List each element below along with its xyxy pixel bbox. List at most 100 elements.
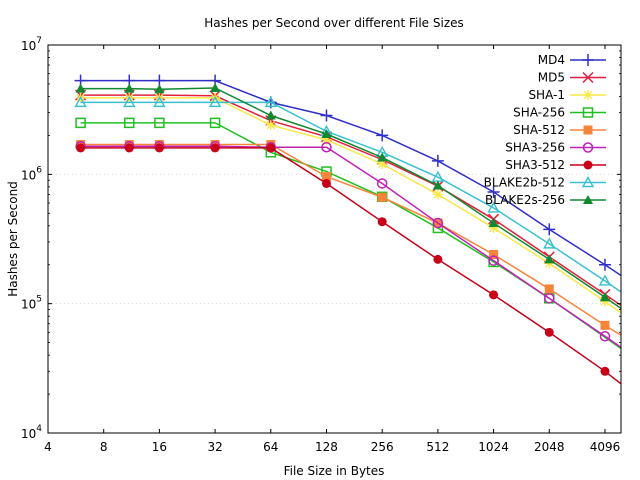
data-point-blake2s-256	[154, 84, 165, 94]
series-line-blake2s-256	[80, 87, 621, 309]
data-point-md4	[598, 258, 611, 271]
legend-item-sha3-256: SHA3-256	[505, 141, 606, 155]
x-tick-label: 8	[100, 440, 108, 454]
legend-swatch-marker	[582, 107, 594, 118]
x-tick-label: 1024	[478, 440, 509, 454]
data-point-blake2s-256	[432, 180, 443, 190]
legend-label: MD4	[538, 53, 565, 67]
legend: MD4 MD5 SHA-1 SHA-256 SHA-512 SHA3-256 SHA3-51…	[484, 53, 606, 207]
legend-swatch-marker	[582, 142, 594, 153]
data-point-sha-1	[265, 120, 276, 131]
legend-label: BLAKE2s-256	[485, 193, 565, 207]
data-point-sha-256	[75, 117, 86, 129]
data-point-blake2s-256	[210, 83, 221, 93]
x-axis-label: File Size in Bytes	[284, 464, 385, 478]
legend-swatch-marker	[581, 176, 595, 188]
legend-label: SHA3-256	[505, 141, 565, 155]
data-point-md4	[431, 154, 444, 167]
data-point-sha3-512	[600, 366, 610, 376]
x-tick-label: 128	[315, 440, 338, 454]
legend-label: MD5	[538, 71, 565, 85]
series-blake2s-256	[75, 83, 621, 309]
legend-label: BLAKE2b-512	[484, 176, 565, 190]
legend-swatch-marker	[583, 90, 593, 100]
x-tick-label: 4096	[590, 440, 621, 454]
legend-item-md5: MD5	[538, 71, 606, 85]
data-point-blake2b-512	[543, 237, 556, 249]
data-point-sha-256	[124, 117, 135, 129]
data-point-blake2b-512	[208, 95, 222, 108]
legend-item-blake2s-256: BLAKE2s-256	[485, 193, 606, 207]
series-line-sha3-512	[80, 147, 621, 385]
legend-label: SHA-256	[513, 106, 565, 120]
x-tick-label: 256	[371, 440, 394, 454]
data-point-sha-1	[432, 189, 443, 200]
data-point-sha-1	[488, 222, 499, 233]
x-tick-label: 512	[426, 440, 449, 454]
series-sha3-256	[75, 140, 621, 348]
data-point-sha3-256	[488, 255, 499, 266]
data-point-blake2s-256	[544, 254, 555, 264]
data-point-sha3-512	[433, 254, 443, 264]
data-point-md4	[543, 223, 556, 236]
y-axis-label: Hashes per Second	[6, 181, 20, 297]
x-tick-label: 2048	[534, 440, 565, 454]
data-point-sha3-256	[432, 217, 444, 229]
data-point-blake2s-256	[599, 292, 610, 302]
data-point-blake2s-256	[124, 83, 135, 93]
data-point-sha3-512	[544, 327, 554, 337]
data-point-sha3-512	[321, 178, 331, 188]
series-blake2b-512	[74, 95, 621, 293]
data-point-sha-512	[489, 249, 499, 259]
data-point-sha-512	[377, 192, 387, 202]
data-point-sha-256	[154, 117, 165, 129]
data-point-blake2b-512	[123, 95, 136, 108]
x-tick-label: 64	[263, 440, 278, 454]
data-point-sha3-512	[266, 143, 276, 153]
chart-title: Hashes per Second over different File Si…	[204, 16, 464, 30]
legend-item-blake2b-512: BLAKE2b-512	[484, 176, 606, 190]
data-point-sha3-256	[599, 330, 611, 342]
series-sha3-512	[76, 143, 621, 385]
data-point-md4	[320, 109, 333, 122]
legend-swatch-marker	[583, 195, 593, 204]
data-point-blake2b-512	[153, 95, 166, 108]
data-point-sha-1	[321, 134, 332, 145]
data-point-sha3-512	[210, 143, 220, 153]
series-line-sha-1	[80, 97, 621, 314]
data-point-blake2b-512	[487, 201, 500, 213]
legend-item-sha-256: SHA-256	[513, 106, 606, 120]
data-point-blake2b-512	[598, 274, 612, 286]
data-point-md4	[376, 129, 389, 142]
data-point-sha3-512	[124, 143, 134, 153]
legend-swatch-marker	[582, 54, 594, 66]
legend-label: SHA-512	[513, 123, 565, 137]
x-tick-label: 16	[152, 440, 167, 454]
x-tick-label: 32	[207, 440, 222, 454]
x-tick-label: 4	[44, 440, 52, 454]
data-point-sha3-512	[154, 143, 164, 153]
legend-item-md4: MD4	[538, 53, 606, 67]
x-axis: 4 8 16 32 64 128 256 512 1024 2048 4096	[44, 45, 620, 454]
data-point-md4	[487, 186, 500, 199]
legend-label: SHA-1	[528, 88, 565, 102]
data-point-blake2s-256	[377, 152, 388, 162]
data-point-blake2s-256	[75, 83, 86, 93]
plot-frame	[47, 44, 622, 434]
series-line-md5	[80, 94, 621, 306]
data-point-blake2s-256	[265, 110, 276, 120]
legend-item-sha-512: SHA-512	[513, 123, 606, 137]
legend-item-sha3-512: SHA3-512	[505, 158, 606, 172]
data-point-sha-1	[377, 159, 388, 170]
series-layer	[74, 74, 621, 385]
data-point-sha-512	[600, 320, 610, 330]
data-point-sha3-256	[321, 141, 332, 153]
series-line-blake2b-512	[80, 101, 621, 293]
legend-label: SHA3-512	[505, 158, 565, 172]
data-point-sha3-512	[377, 217, 387, 227]
data-point-sha3-512	[489, 290, 499, 300]
legend-swatch-marker	[582, 71, 594, 84]
data-point-sha-1	[599, 296, 610, 307]
legend-swatch-marker	[583, 125, 593, 135]
